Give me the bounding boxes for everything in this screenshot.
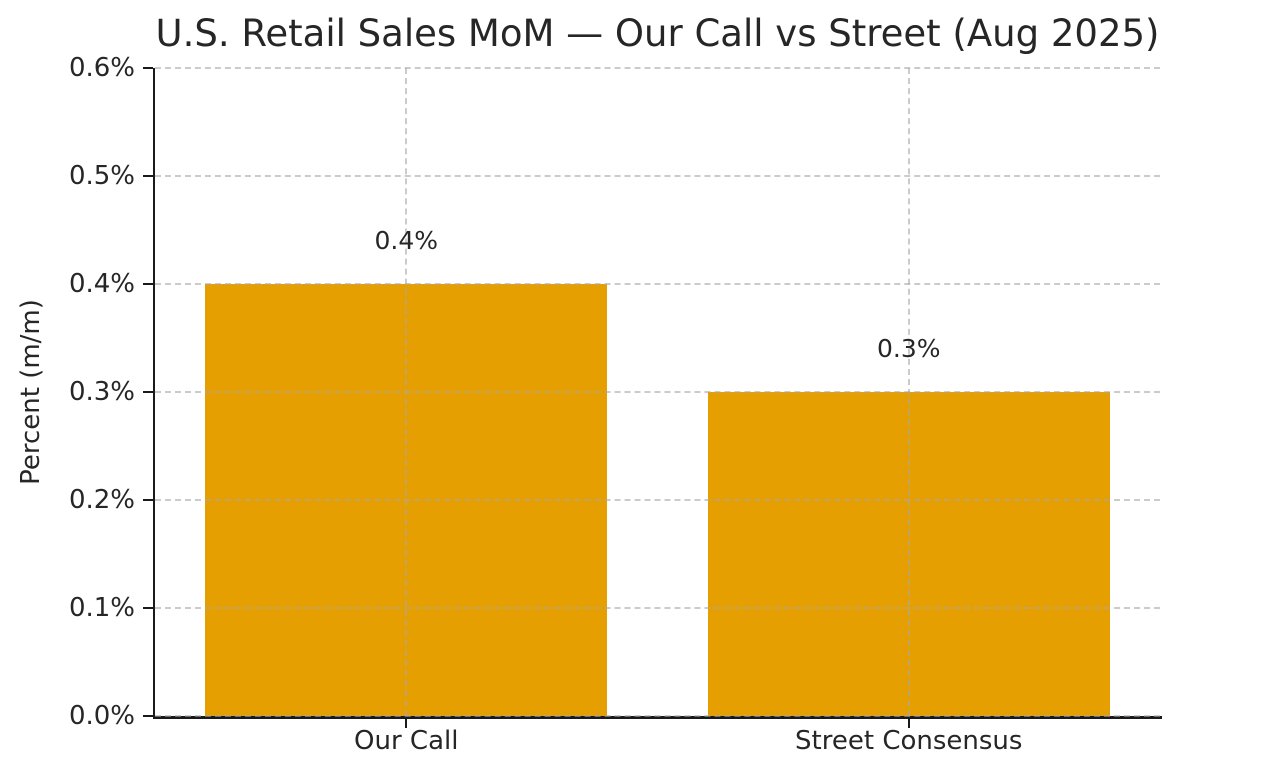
gridline-y-0-4pct xyxy=(155,283,1160,285)
chart-title: U.S. Retail Sales MoM — Our Call vs Stre… xyxy=(155,12,1160,55)
plot-area: 0.4% 0.3% xyxy=(153,67,1162,719)
y-tick-mark xyxy=(143,67,153,69)
gridline-y-0-1pct xyxy=(155,607,1160,609)
y-axis-label-wrap: Percent (m/m) xyxy=(14,68,48,716)
x-tick-label-street-consensus: Street Consensus xyxy=(795,726,1023,756)
y-tick-mark xyxy=(143,391,153,393)
gridline-y-0-3pct xyxy=(155,391,1160,393)
y-tick-mark xyxy=(143,283,153,285)
y-tick-mark xyxy=(143,175,153,177)
y-axis-label: Percent (m/m) xyxy=(16,299,47,485)
gridline-y-0-0pct xyxy=(155,715,1160,717)
gridline-y-0-5pct xyxy=(155,175,1160,177)
value-label-our-call: 0.4% xyxy=(374,226,439,255)
gridline-y-0-6pct xyxy=(155,67,1160,69)
x-tick-label-our-call: Our Call xyxy=(354,726,459,756)
y-axis-spine xyxy=(153,68,155,718)
y-tick-label: 0.2% xyxy=(68,485,135,515)
y-tick-mark xyxy=(143,607,153,609)
y-tick-label: 0.4% xyxy=(68,269,135,299)
y-tick-mark xyxy=(143,499,153,501)
gridline-x-our-call xyxy=(405,68,408,716)
y-tick-label: 0.6% xyxy=(68,53,135,83)
value-label-street-consensus: 0.3% xyxy=(876,334,941,363)
gridline-x-street-consensus xyxy=(907,68,910,716)
gridline-y-0-2pct xyxy=(155,499,1160,501)
x-axis-spine xyxy=(153,716,1162,719)
y-tick-mark xyxy=(143,715,153,717)
y-tick-label: 0.0% xyxy=(68,701,135,731)
x-tick-mark xyxy=(907,719,910,728)
y-tick-label: 0.5% xyxy=(68,161,135,191)
y-tick-label: 0.3% xyxy=(68,377,135,407)
x-tick-mark xyxy=(405,719,408,728)
y-tick-label: 0.1% xyxy=(68,593,135,623)
